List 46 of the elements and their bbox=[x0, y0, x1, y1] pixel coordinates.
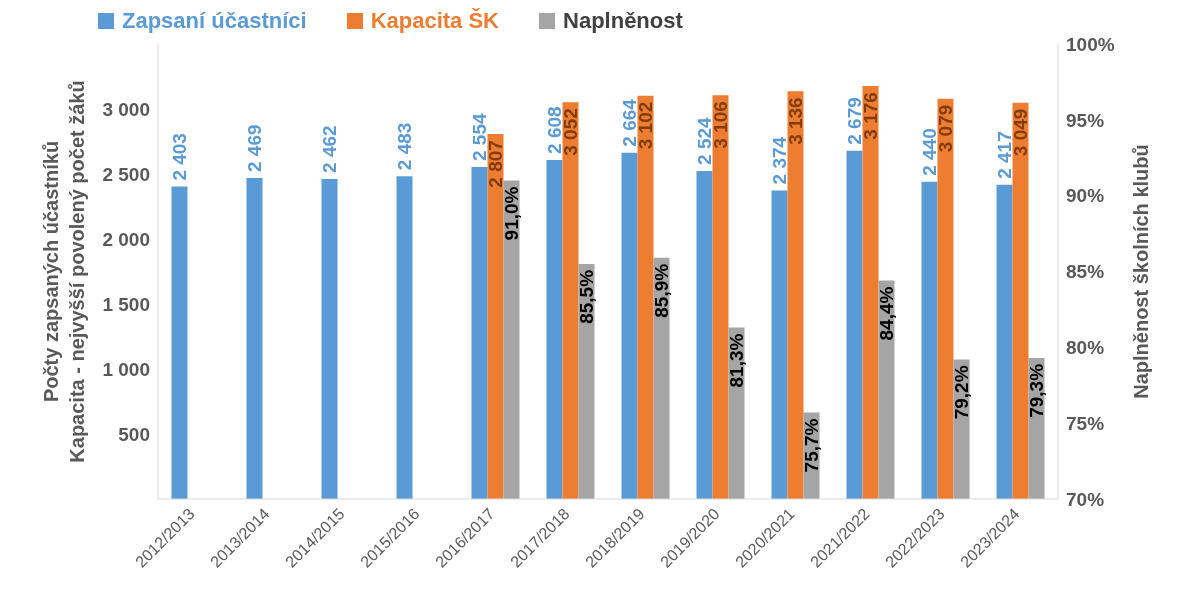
bar bbox=[937, 98, 954, 499]
y2-tick-label: 75% bbox=[1066, 412, 1105, 434]
y2-tick-label: 70% bbox=[1066, 488, 1105, 510]
bar bbox=[696, 170, 713, 499]
bar bbox=[321, 178, 338, 499]
y2-tick-label: 90% bbox=[1066, 185, 1105, 207]
bar bbox=[471, 166, 488, 499]
bar bbox=[621, 152, 638, 499]
data-label: 79,3% bbox=[1026, 363, 1047, 418]
y2-tick-label: 80% bbox=[1066, 337, 1105, 359]
y2-tick-label: 95% bbox=[1066, 109, 1105, 131]
data-label: 85,9% bbox=[651, 263, 672, 318]
data-label: 2 469 bbox=[244, 124, 265, 173]
y-axis-title: Počty zapsaných účastníků Kapacita - nejvyšší povolený počet žáků bbox=[40, 80, 88, 463]
bar bbox=[171, 186, 188, 499]
bar bbox=[996, 184, 1013, 499]
bar bbox=[771, 190, 788, 499]
y-tick-label: 500 bbox=[118, 423, 150, 445]
data-label: 81,3% bbox=[726, 333, 747, 388]
y-tick-label: 1 500 bbox=[102, 293, 150, 315]
bar bbox=[921, 181, 938, 499]
bar bbox=[396, 176, 413, 499]
data-label: 2 483 bbox=[394, 122, 415, 171]
legend-label: Naplněnost bbox=[562, 8, 683, 34]
data-label: 2 403 bbox=[169, 133, 190, 181]
data-label: 91,0% bbox=[501, 186, 522, 241]
legend-label: Kapacita ŠK bbox=[369, 8, 500, 34]
y2-tick-label: 100% bbox=[1066, 33, 1115, 55]
bar bbox=[546, 159, 563, 499]
bar bbox=[246, 178, 263, 499]
data-label: 85,5% bbox=[576, 269, 597, 324]
data-label: 79,2% bbox=[951, 365, 972, 420]
bar bbox=[1012, 102, 1029, 499]
y2-axis-title: Naplněnost školních klubů bbox=[1130, 144, 1152, 399]
bar bbox=[787, 91, 804, 499]
bar bbox=[712, 95, 729, 499]
y2-tick-label: 85% bbox=[1066, 261, 1105, 283]
data-label: 75,7% bbox=[801, 418, 822, 473]
y-tick-label: 2 500 bbox=[102, 163, 150, 185]
y-tick-label: 3 000 bbox=[102, 98, 150, 120]
y-tick-label: 1 000 bbox=[102, 358, 150, 380]
legend-label: Zapsaní účastníci bbox=[121, 8, 307, 34]
data-label: 2 462 bbox=[319, 125, 340, 173]
y-tick-label: 2 000 bbox=[102, 228, 150, 250]
data-label: 84,4% bbox=[876, 286, 897, 341]
bar bbox=[846, 150, 863, 499]
